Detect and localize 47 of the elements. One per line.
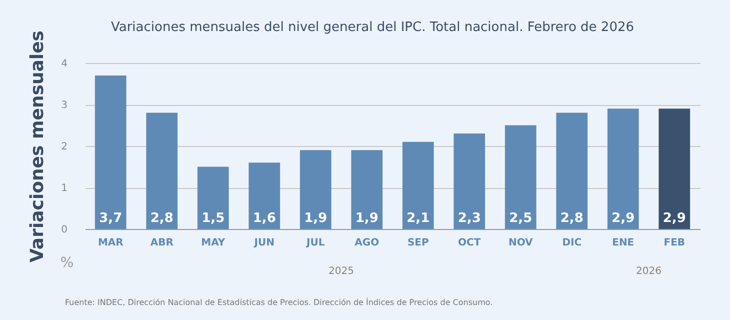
data-label: 1,9 [355, 211, 378, 226]
x-tick-label: MAY [201, 238, 226, 248]
bar [351, 150, 383, 229]
x-tick-label: FEB [664, 238, 686, 248]
x-tick-label: AGO [354, 238, 380, 248]
bar [607, 108, 639, 229]
x-tick-label: MAR [98, 238, 124, 248]
data-label: 1,9 [304, 211, 328, 226]
y-tick-label: 0 [61, 224, 68, 236]
bar [197, 166, 229, 229]
x-tick-label: DIC [562, 238, 582, 248]
y-tick-label: 3 [61, 100, 68, 111]
data-label: 1,5 [202, 211, 225, 226]
bar [300, 150, 332, 229]
bar [248, 162, 280, 229]
x-tick-label: OCT [458, 238, 481, 248]
bar [454, 134, 486, 229]
bar [402, 142, 434, 229]
bar [504, 125, 536, 229]
y-tick-label: 4 [61, 58, 68, 70]
bar [658, 108, 690, 229]
data-label: 1,6 [252, 211, 276, 226]
data-label: 2,9 [612, 211, 635, 226]
y-axis-title: Variaciones mensuales [27, 30, 48, 263]
data-label: 3,7 [99, 211, 122, 226]
x-tick-label: JUN [253, 238, 274, 248]
data-label: 2,5 [509, 211, 532, 226]
x-tick-label: JUL [306, 238, 326, 248]
bar [146, 112, 178, 229]
x-tick-label: ABR [150, 238, 174, 248]
x-tick-label: SEP [407, 238, 429, 248]
bar [556, 112, 588, 229]
text: % [60, 255, 74, 271]
source-note: Fuente: INDEC, Dirección Nacional de Estadísticas de Precios. Dirección de Índices de Precios de Consumo. [65, 297, 493, 307]
data-label: 2,8 [560, 211, 584, 226]
chart-title: Variaciones mensuales del nivel general del IPC. Total nacional. Febrero de 2026 [110, 20, 634, 35]
y-tick-label: 2 [61, 142, 68, 152]
data-label: 2,1 [406, 211, 430, 226]
data-label: 2,3 [458, 211, 481, 226]
x-tick-label: ENE [612, 238, 634, 248]
text: 2026 [636, 266, 662, 277]
bar [94, 75, 126, 229]
y-tick-label: 1 [61, 183, 68, 194]
text: 2025 [328, 266, 354, 277]
data-label: 2,9 [662, 211, 686, 226]
x-tick-label: NOV [508, 238, 534, 248]
data-label: 2,8 [150, 211, 174, 226]
